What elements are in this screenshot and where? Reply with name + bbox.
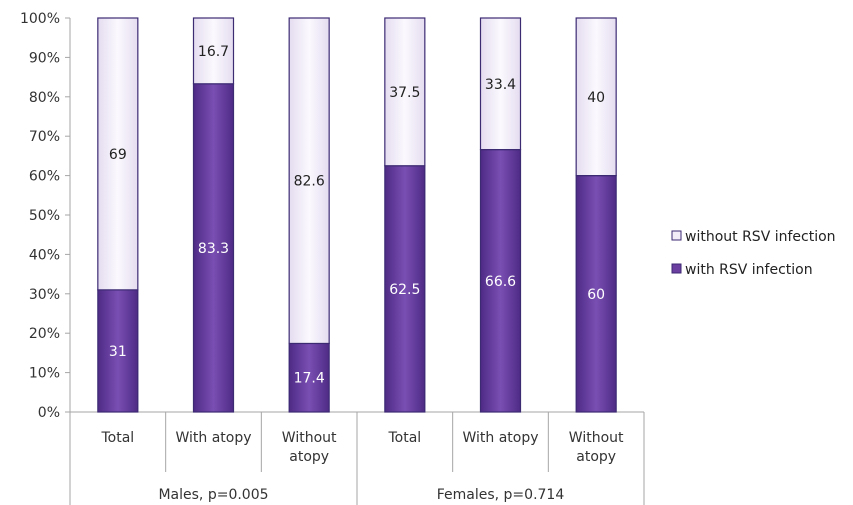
group-label: Females, p=0.714 [437, 487, 565, 503]
bar-segment-with-rsv [192, 83, 235, 413]
y-tick-label: 80% [29, 90, 60, 106]
data-label-with-rsv: 66.6 [485, 274, 516, 290]
bar-segment-without-rsv [288, 17, 330, 345]
data-label-with-rsv: 31 [109, 344, 127, 360]
y-tick-label: 60% [29, 169, 60, 185]
data-label-without-rsv: 40 [587, 90, 605, 106]
x-category-label: Without atopy [569, 430, 624, 465]
y-tick-label: 50% [29, 208, 60, 224]
data-label-without-rsv: 69 [109, 147, 127, 163]
x-category-label: Total [100, 430, 134, 446]
data-label-with-rsv: 83.3 [198, 241, 229, 257]
bar-segment-with-rsv [384, 165, 426, 413]
data-label-with-rsv: 62.5 [389, 282, 420, 298]
legend-label: without RSV infection [685, 229, 836, 245]
data-label-with-rsv: 17.4 [294, 371, 325, 387]
y-tick-label: 40% [29, 247, 60, 263]
bar-segment-without-rsv [384, 17, 426, 167]
data-label-without-rsv: 16.7 [198, 44, 229, 60]
data-label-without-rsv: 37.5 [389, 85, 420, 101]
y-tick-label: 90% [29, 50, 60, 66]
legend-swatch [671, 230, 682, 241]
x-category-label: With atopy [175, 430, 251, 446]
data-label-without-rsv: 33.4 [485, 77, 516, 93]
axes: 0% 10% 20% 30% 40% 50% 60% 70% 80% 90% 100% Total Wi… [20, 11, 645, 505]
bars [97, 17, 617, 413]
y-tick-label: 100% [20, 11, 60, 27]
legend-label: with RSV infection [685, 262, 813, 278]
x-category-label: Total [387, 430, 421, 446]
x-category-label: With atopy [462, 430, 538, 446]
data-label-with-rsv: 60 [587, 287, 605, 303]
x-category-label: Without atopy [282, 430, 337, 465]
y-tick-label: 10% [29, 366, 60, 382]
y-tick-label: 0% [38, 405, 60, 421]
y-tick-label: 20% [29, 326, 60, 342]
legend-swatch [671, 263, 682, 274]
bar-segment-without-rsv [97, 17, 139, 291]
group-label: Males, p=0.005 [158, 487, 268, 503]
legend: without RSV infection with RSV infection [671, 229, 836, 278]
bar-segment-without-rsv [192, 17, 235, 85]
bar-segment-with-rsv [288, 342, 330, 413]
y-tick-label: 30% [29, 287, 60, 303]
data-labels: 31 69 83.3 16.7 17.4 82.6 62.5 37.5 66.6 33.4 60 40 [109, 44, 605, 387]
y-tick-label: 70% [29, 129, 60, 145]
bar-segment-without-rsv [575, 17, 617, 177]
bar-segment-without-rsv [479, 17, 522, 151]
data-label-without-rsv: 82.6 [294, 174, 325, 190]
bar-segment-with-rsv [97, 289, 139, 413]
